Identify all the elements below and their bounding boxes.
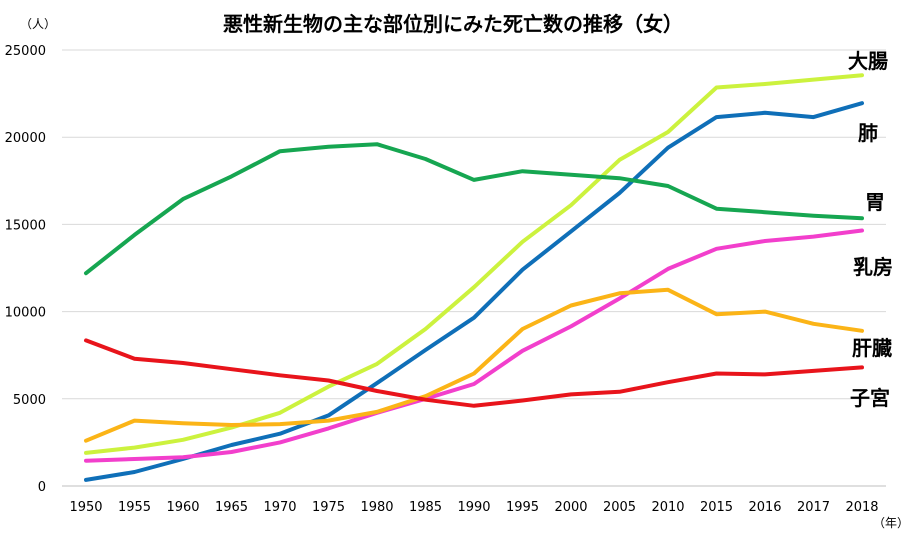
y-tick-label: 20000 [5,131,46,146]
series-label-2: 肺 [858,121,878,145]
x-axis-ticks: 1950 1955 1960 1965 1970 1975 1980 1985 1990 1995… [69,500,878,515]
y-tick-label: 0 [38,480,46,495]
series-line-2 [84,101,864,482]
x-tick-label: 2000 [554,500,587,515]
series-lines [84,73,864,482]
chart-title: 悪性新生物の主な部位別にみた死亡数の推移（女） [223,12,683,36]
series-label-6: 子宮 [850,386,890,410]
x-tick-label: 2005 [603,500,636,515]
y-axis-ticks: 0 5000 10000 15000 20000 25000 [5,44,46,495]
y-tick-label: 15000 [5,218,46,233]
gridlines [62,49,886,487]
y-tick-label: 5000 [13,393,46,408]
x-tick-label: 1980 [360,500,393,515]
series-label-5: 肝臓 [852,336,892,360]
x-tick-label: 1985 [409,500,442,515]
x-tick-label: 2016 [748,500,781,515]
series-line-3 [84,142,864,276]
series-label-3: 胃 [865,190,885,214]
x-tick-label: 1990 [457,500,490,515]
x-tick-label: 1970 [263,500,296,515]
x-tick-label: 1965 [215,500,248,515]
y-axis-unit: （人） [20,17,56,31]
series-line-6 [84,338,864,408]
y-tick-label: 25000 [5,44,46,59]
series-label-4: 乳房 [853,255,893,279]
series-line-5 [84,287,864,443]
x-tick-label: 2010 [651,500,684,515]
x-tick-label: 1960 [166,500,199,515]
series-label-1: 大腸 [848,49,888,73]
x-tick-label: 1975 [312,500,345,515]
x-tick-label: 2015 [700,500,733,515]
x-tick-label: 1955 [118,500,151,515]
y-tick-label: 10000 [5,306,46,321]
x-axis-unit: （年） [873,516,906,530]
series-line-4 [84,228,864,463]
x-tick-label: 2018 [845,500,878,515]
x-tick-label: 1995 [506,500,539,515]
x-tick-label: 2017 [797,500,830,515]
x-tick-label: 1950 [69,500,102,515]
series-line-1 [84,73,864,455]
